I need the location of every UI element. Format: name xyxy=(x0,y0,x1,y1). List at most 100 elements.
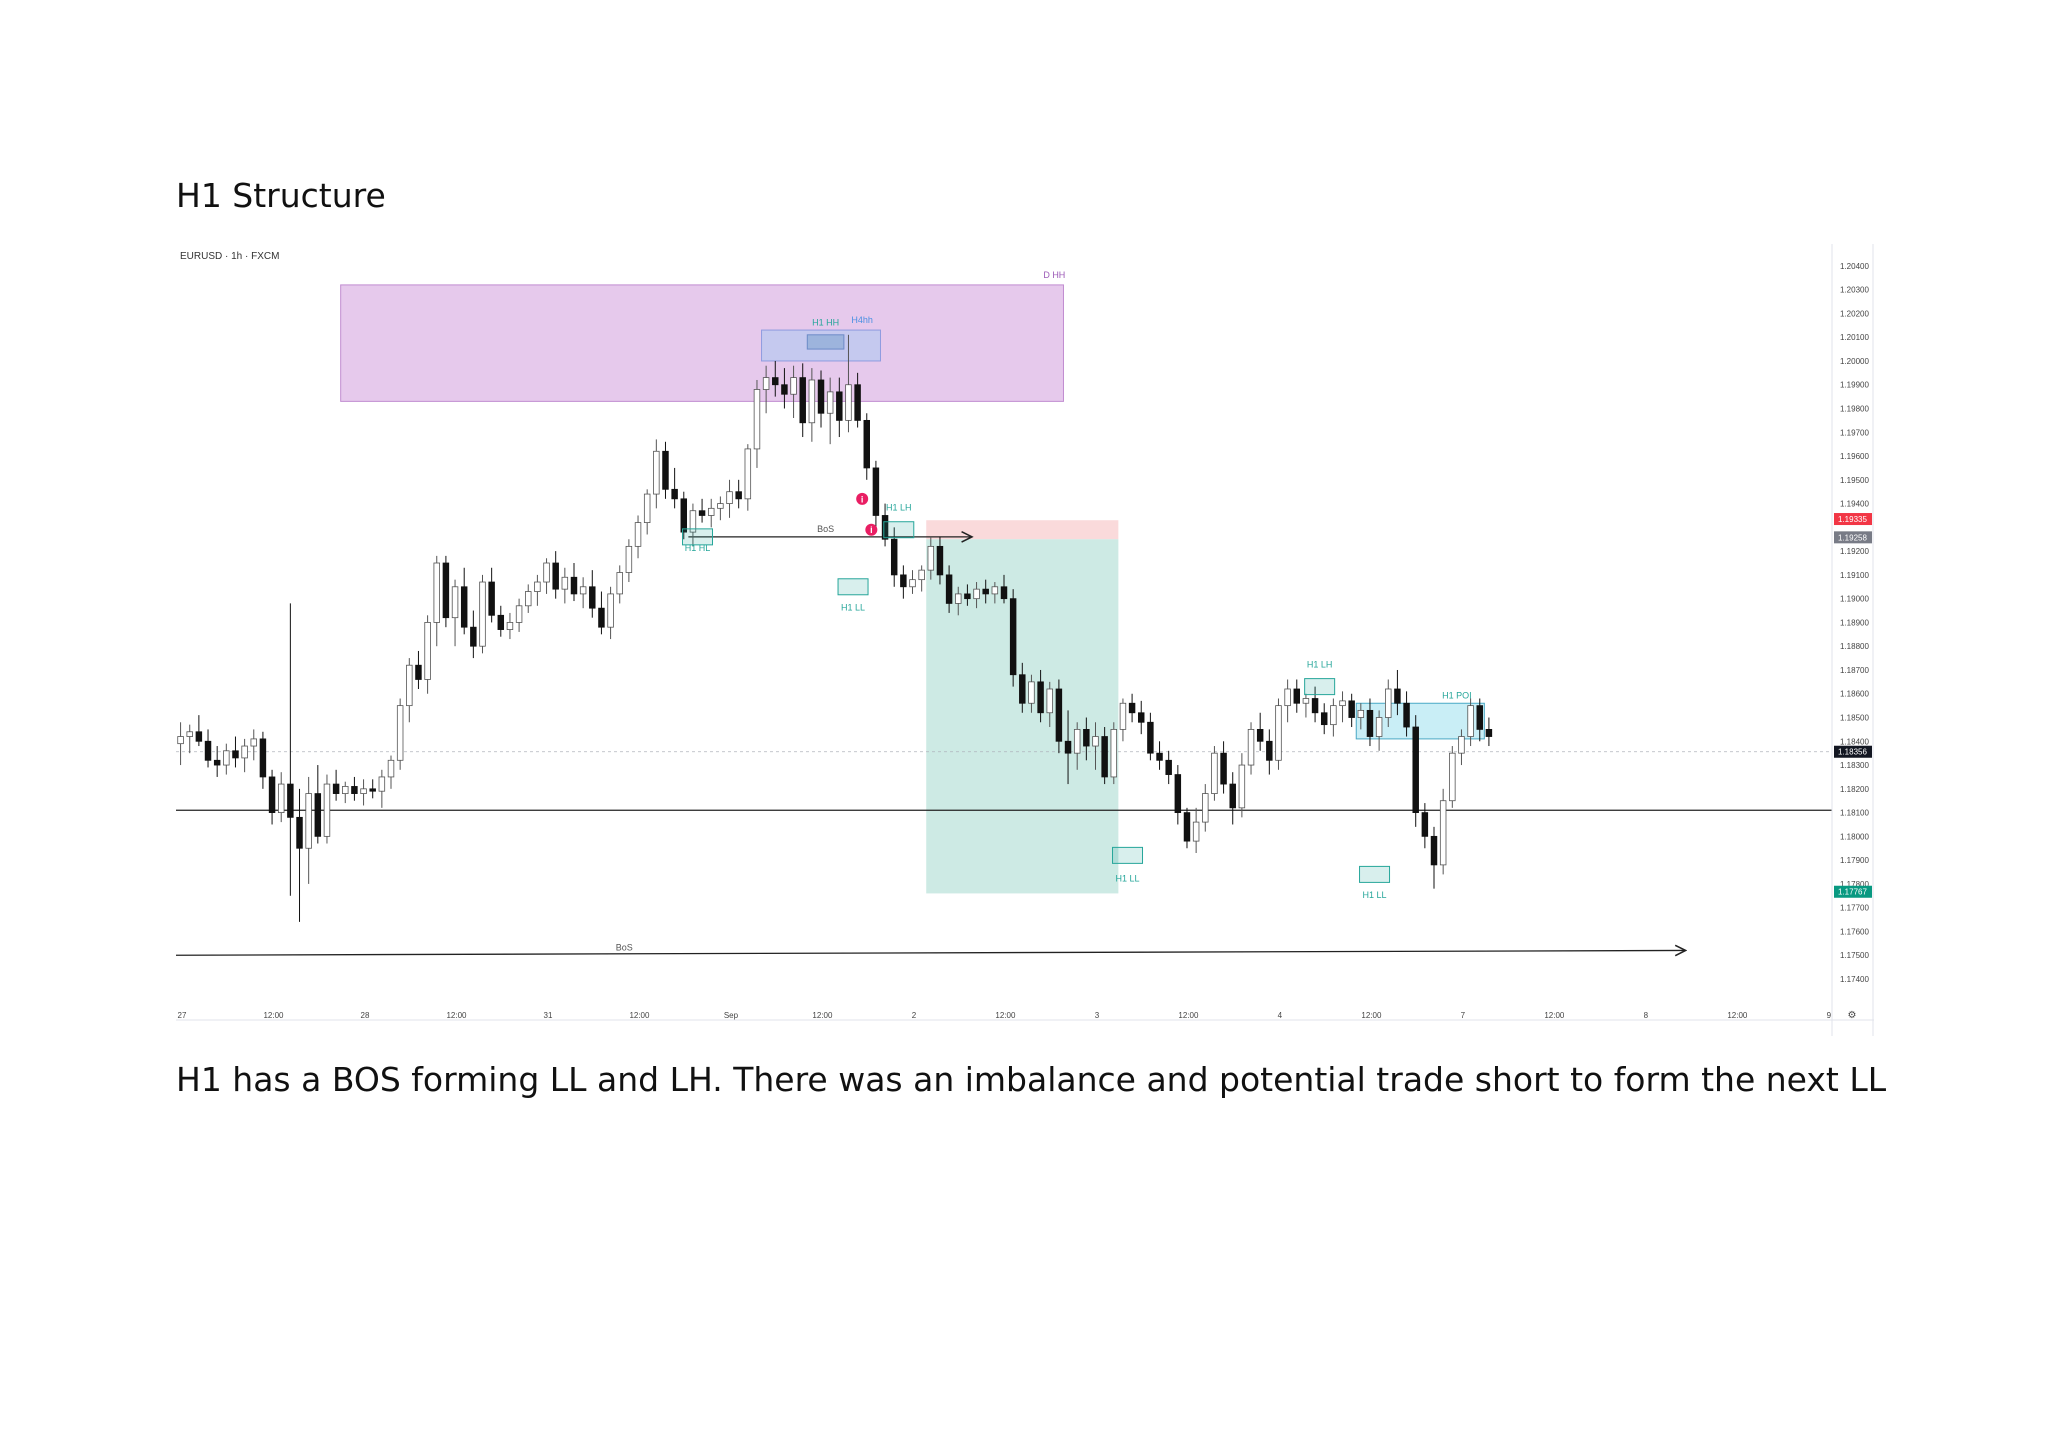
candle-body-down xyxy=(1174,774,1182,813)
price-tick: 1.19700 xyxy=(1840,428,1869,437)
candle-body-up xyxy=(424,622,431,680)
swing-point-box xyxy=(837,578,869,596)
candle-body-down xyxy=(470,626,477,647)
candle-body-up xyxy=(1284,688,1291,707)
time-tick: 12:00 xyxy=(995,1011,1016,1020)
price-tick: 1.18400 xyxy=(1840,737,1869,746)
price-tick: 1.20300 xyxy=(1840,286,1869,295)
candle-body-down xyxy=(1055,688,1063,742)
chart-label: H1 LH xyxy=(1307,660,1333,670)
candle-body-up xyxy=(543,562,550,583)
candle-body-down xyxy=(268,776,276,813)
candle-body-down xyxy=(1229,783,1236,809)
time-tick: 2 xyxy=(912,1011,917,1020)
price-tick: 1.20400 xyxy=(1840,262,1869,271)
candle-body-down xyxy=(817,379,825,414)
candle-body-down xyxy=(900,574,907,588)
swing-point-box xyxy=(1304,678,1336,696)
candle-body-down xyxy=(1485,728,1493,737)
candle-body-up xyxy=(433,562,440,623)
price-tick: 1.20200 xyxy=(1840,309,1869,318)
time-tick: 12:00 xyxy=(1178,1011,1199,1020)
candle-body-down xyxy=(671,488,678,500)
candle-body-up xyxy=(762,377,770,390)
candle-body-up xyxy=(1119,702,1127,730)
candle-body-up xyxy=(360,788,367,794)
page-caption: H1 has a BOS forming LL and LH. There wa… xyxy=(176,1060,1887,1099)
price-tick: 1.17800 xyxy=(1840,880,1869,889)
lines-layer xyxy=(176,537,1832,955)
chart-label: H1 HL xyxy=(685,543,711,553)
candle-body-down xyxy=(1430,835,1438,866)
chart-label: H1 POI xyxy=(1442,690,1472,700)
candle-body-down xyxy=(1266,740,1273,761)
price-tick: 1.18100 xyxy=(1840,809,1869,818)
candle-body-up xyxy=(1247,728,1255,766)
candle-body-up xyxy=(1202,793,1209,823)
candle-body-up xyxy=(451,586,459,619)
candle-body-down xyxy=(1101,736,1108,778)
settings-gear-icon[interactable]: ⚙ xyxy=(1848,1010,1857,1021)
candle-body-up xyxy=(277,783,285,813)
candle-body-down xyxy=(259,738,267,778)
price-label: 1.19258 xyxy=(1838,533,1867,542)
candle-body-up xyxy=(909,579,916,588)
candle-body-up xyxy=(534,581,541,592)
candle-body-down xyxy=(589,586,596,609)
time-tick: 9 xyxy=(1827,1011,1832,1020)
time-tick: 4 xyxy=(1278,1011,1283,1020)
zone-h1-poi xyxy=(1355,702,1485,740)
candle-body-down xyxy=(836,391,843,421)
candle-body-down xyxy=(287,783,294,818)
candle-body-down xyxy=(1165,759,1172,775)
chart-label: H1 LL xyxy=(1363,890,1387,900)
price-tick: 1.18000 xyxy=(1840,832,1869,841)
candle-body-down xyxy=(442,562,450,619)
zone-trade-stop xyxy=(926,520,1119,540)
info-marker-glyph: i xyxy=(870,525,873,535)
chart-label: H1 HH xyxy=(812,317,839,327)
candle-body-down xyxy=(497,614,505,630)
price-tick: 1.17600 xyxy=(1840,927,1869,936)
candle-body-down xyxy=(232,750,239,759)
price-label: 1.17767 xyxy=(1838,888,1867,897)
time-tick: 12:00 xyxy=(446,1011,467,1020)
time-tick: 12:00 xyxy=(629,1011,650,1020)
candle-body-down xyxy=(781,384,788,395)
price-tick: 1.19800 xyxy=(1840,405,1869,414)
candle-body-up xyxy=(607,593,614,628)
candle-body-up xyxy=(744,448,752,500)
candle-body-down xyxy=(1183,812,1191,842)
time-tick: 3 xyxy=(1095,1011,1100,1020)
candle-body-down xyxy=(488,581,495,616)
candle-body-down xyxy=(195,731,203,742)
price-tick: 1.17400 xyxy=(1840,975,1869,984)
candle-body-up xyxy=(506,622,514,630)
candle-body-down xyxy=(1412,726,1419,813)
info-marker-icon xyxy=(865,523,878,536)
price-tick: 1.18500 xyxy=(1840,714,1869,723)
time-tick: 12:00 xyxy=(1361,1011,1382,1020)
time-tick: 12:00 xyxy=(812,1011,833,1020)
candle-body-up xyxy=(1375,717,1383,737)
time-tick: 28 xyxy=(361,1011,370,1020)
time-tick: 12:00 xyxy=(1544,1011,1565,1020)
candle-body-up xyxy=(1458,736,1465,754)
price-label-bg xyxy=(1834,885,1872,898)
swing-point-box xyxy=(1359,865,1391,883)
candle-body-up xyxy=(323,783,331,837)
candle-body-down xyxy=(1311,698,1319,714)
candle-body-up xyxy=(579,586,587,595)
candle-body-up xyxy=(1385,688,1392,718)
candle-body-up xyxy=(726,491,733,504)
candle-body-up xyxy=(1302,698,1310,704)
candle-body-down xyxy=(1220,752,1227,785)
candle-body-down xyxy=(351,786,358,794)
candle-body-up xyxy=(396,705,404,761)
price-tick: 1.19400 xyxy=(1840,500,1869,509)
candles-layer xyxy=(177,334,1493,922)
candle-body-up xyxy=(625,545,633,573)
candle-body-down xyxy=(1476,705,1483,730)
